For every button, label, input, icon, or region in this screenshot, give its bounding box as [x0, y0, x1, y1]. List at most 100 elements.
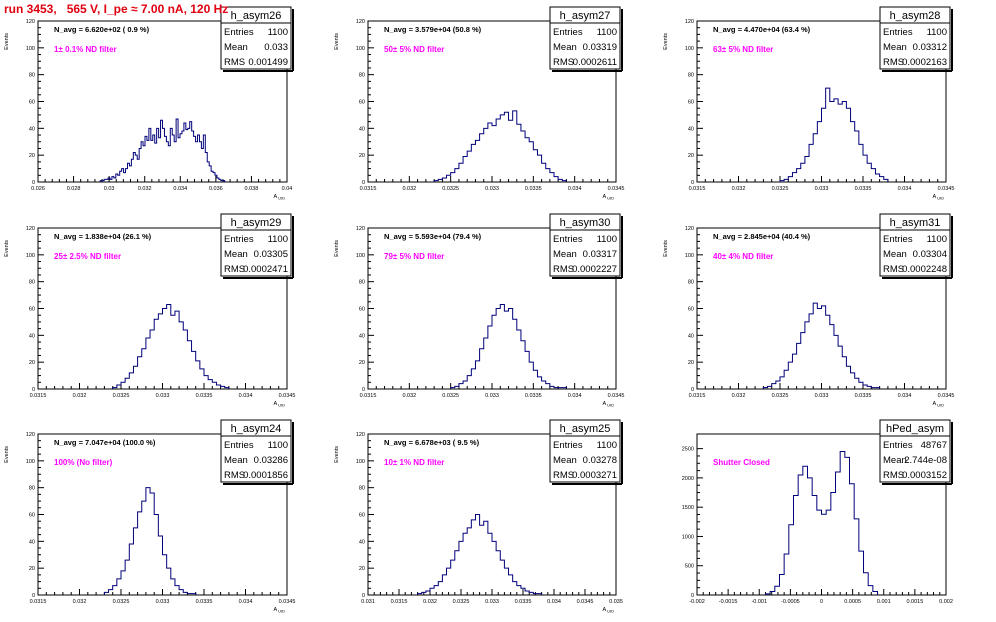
y-tick-label: 100: [356, 46, 365, 52]
x-tick-label: 0.034: [547, 599, 561, 605]
histogram-outline: [99, 118, 226, 182]
navg-annotation: N_avg = 3.579e+04 (50.8 %): [384, 25, 482, 34]
histogram-outline: [103, 487, 197, 595]
stats-rms-value: 0.0002163: [902, 57, 947, 68]
stats-entries-value: 1100: [268, 27, 288, 38]
y-tick-label: 100: [685, 253, 694, 259]
y-tick-label: 40: [688, 126, 694, 132]
x-tick-label: -0.002: [689, 599, 705, 605]
x-tick-label: 0.0335: [196, 393, 213, 399]
x-tick-label: 0.034: [568, 186, 582, 192]
y-tick-label: 0: [362, 387, 365, 393]
y-axis-label: Events: [4, 33, 10, 50]
filter-label: 25± 2.5% ND filter: [54, 252, 121, 261]
y-tick-label: 20: [688, 360, 694, 366]
y-tick-label: 100: [26, 459, 35, 465]
histogram-name: h_asym30: [560, 217, 611, 229]
stats-mean-value: 2.744e-08: [904, 455, 947, 466]
x-tick-label: 0.03: [104, 186, 115, 192]
histogram-panel-h_asym30: 0 20 40 60 80 100 120 0.0315 0.032 0.0325 0.033 0.0…: [334, 213, 624, 408]
x-tick-label: 0.032: [732, 393, 746, 399]
y-tick-label: 0: [362, 593, 365, 599]
y-tick-label: 80: [688, 73, 694, 79]
y-tick-label: 120: [26, 226, 35, 232]
y-tick-label: 80: [688, 280, 694, 286]
stats-mean-label: Mean: [224, 455, 248, 466]
x-axis-label: AUID: [273, 194, 285, 201]
x-tick-label: 0.001: [877, 599, 891, 605]
stats-rms-value: 0.0002471: [243, 264, 288, 275]
y-tick-label: 40: [29, 126, 35, 132]
x-tick-label: 0.032: [73, 599, 87, 605]
x-tick-label: 0.033: [485, 599, 499, 605]
stats-mean-label: Mean: [883, 249, 907, 260]
stats-rms-label: RMS: [224, 470, 245, 481]
x-tick-label: 0.0325: [772, 393, 789, 399]
x-tick-label: 0.034: [898, 393, 912, 399]
stats-mean-label: Mean: [224, 249, 248, 260]
stats-rms-label: RMS: [883, 470, 904, 481]
stats-rms-value: 0.0003271: [572, 470, 617, 481]
histogram-outline: [433, 110, 567, 182]
y-tick-label: 1000: [682, 534, 694, 540]
y-tick-label: 40: [359, 126, 365, 132]
histogram-name: h_asym24: [231, 423, 282, 435]
y-tick-label: 60: [29, 100, 35, 106]
y-tick-label: 80: [359, 486, 365, 492]
y-tick-label: 20: [29, 360, 35, 366]
y-tick-label: 100: [26, 46, 35, 52]
x-tick-label: 0.034: [898, 186, 912, 192]
y-tick-label: 20: [359, 360, 365, 366]
y-tick-label: 100: [356, 253, 365, 259]
x-tick-label: 0.034: [239, 599, 253, 605]
y-tick-label: 80: [29, 486, 35, 492]
y-tick-label: 60: [359, 513, 365, 519]
stats-box: [220, 213, 292, 277]
histogram-outline: [779, 87, 889, 182]
x-tick-label: 0.033: [485, 393, 499, 399]
navg-annotation: N_avg = 5.593e+04 (79.4 %): [384, 232, 482, 241]
y-axis-label: Events: [663, 33, 669, 50]
y-tick-label: 20: [29, 153, 35, 159]
y-tick-label: 120: [26, 432, 35, 438]
y-tick-label: 500: [685, 564, 694, 570]
histogram-outline: [450, 303, 567, 389]
navg-annotation: N_avg = 1.838e+04 (26.1 %): [54, 232, 152, 241]
stats-rms-value: 0.0003152: [902, 470, 947, 481]
y-tick-label: 60: [359, 307, 365, 313]
x-tick-label: 0.038: [245, 186, 259, 192]
stats-rms-label: RMS: [224, 57, 245, 68]
stats-entries-value: 48767: [921, 440, 947, 451]
x-tick-label: 0.0315: [30, 393, 47, 399]
y-tick-label: 20: [29, 566, 35, 572]
stats-box: [220, 419, 292, 483]
y-tick-label: 0: [691, 180, 694, 186]
x-axis-label: AUID: [602, 401, 614, 408]
stats-entries-value: 1100: [927, 234, 947, 245]
stats-box: [879, 6, 951, 70]
x-tick-label: 0.0335: [525, 186, 542, 192]
x-tick-label: 0.0345: [608, 186, 625, 192]
x-tick-label: 0.0325: [113, 393, 130, 399]
x-tick-label: 0.0345: [279, 599, 296, 605]
histogram-name: h_asym27: [560, 10, 611, 22]
y-axis-label: Events: [334, 446, 340, 463]
stats-rms-value: 0.0002611: [573, 57, 617, 68]
filter-label: 1± 0.1% ND filter: [54, 45, 117, 54]
stats-rms-label: RMS: [553, 470, 574, 481]
navg-annotation: N_avg = 6.620e+02 ( 0.9 %): [54, 25, 150, 34]
histogram-panel-h_asym25: 0 20 40 60 80 100 120 0.031 0.0315 0.032 0.0325 0.0…: [334, 419, 623, 614]
histogram-name: h_asym25: [560, 423, 611, 435]
histogram-panel-hPed_asym: 0 500 1000 1500 2000 2500 -0.002 -0.0015 -0.001 -…: [682, 419, 953, 605]
x-tick-label: 0.0315: [30, 599, 47, 605]
stats-box: [549, 419, 621, 483]
y-tick-label: 100: [26, 253, 35, 259]
x-tick-label: 0.032: [402, 186, 416, 192]
filter-label: 40± 4% ND filter: [713, 252, 773, 261]
x-axis-label: AUID: [602, 194, 614, 201]
histogram-name: h_asym31: [890, 217, 941, 229]
stats-mean-label: Mean: [224, 42, 248, 53]
x-tick-label: 0.036: [209, 186, 223, 192]
y-tick-label: 60: [29, 513, 35, 519]
stats-rms-label: RMS: [553, 57, 574, 68]
